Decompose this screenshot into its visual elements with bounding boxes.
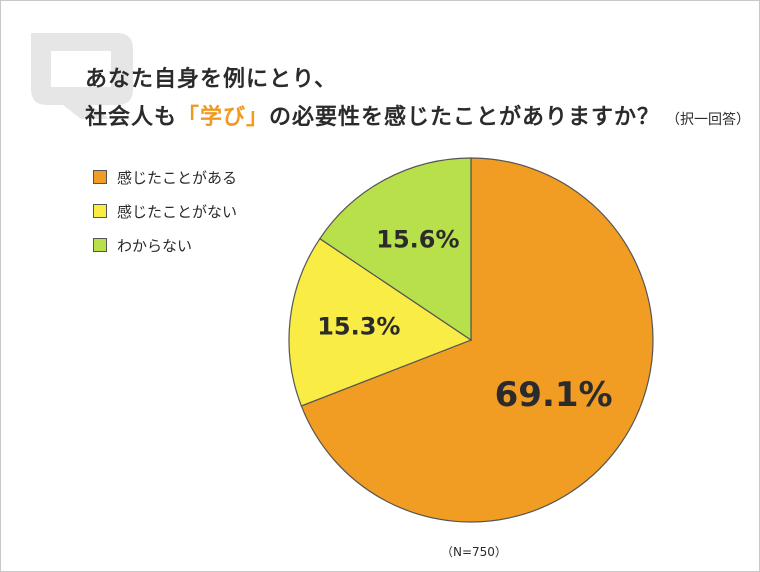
legend-item-unknown: わからない [93,235,237,255]
legend-swatch-yes [93,170,107,184]
legend-label-unknown: わからない [117,236,193,255]
legend-swatch-unknown [93,238,107,252]
pie-label-no: 15.3% [317,313,400,341]
title-note: （択一回答） [666,112,751,128]
legend-item-yes: 感じたことがある [93,167,237,187]
title-highlight: 「学び」 [177,105,270,130]
pie-label-unknown: 15.6% [376,225,459,253]
chart-title: あなた自身を例にとり、 社会人も「学び」の必要性を感じたことがありますか？ （択一… [85,61,750,139]
sample-size-note: （N=750） [441,545,507,559]
legend-item-no: 感じたことがない [93,201,237,221]
title-line-2-after: の必要性を感じたことがありますか？ [269,105,661,130]
title-line-2: 社会人も「学び」の必要性を感じたことがありますか？ （択一回答） [85,99,750,139]
pie-slice-unknown [318,157,472,342]
legend: 感じたことがある 感じたことがない わからない [93,167,237,269]
legend-swatch-no [93,204,107,218]
legend-label-yes: 感じたことがある [117,168,238,187]
pie-slice-no [288,237,473,407]
legend-label-no: 感じたことがない [117,202,238,221]
pie-slice-yes [300,157,654,523]
pie-label-yes: 69.1% [495,375,613,415]
title-line-2-before: 社会人も [85,105,178,130]
q-letter-icon [31,33,133,119]
title-line-1: あなた自身を例にとり、 [85,67,338,92]
